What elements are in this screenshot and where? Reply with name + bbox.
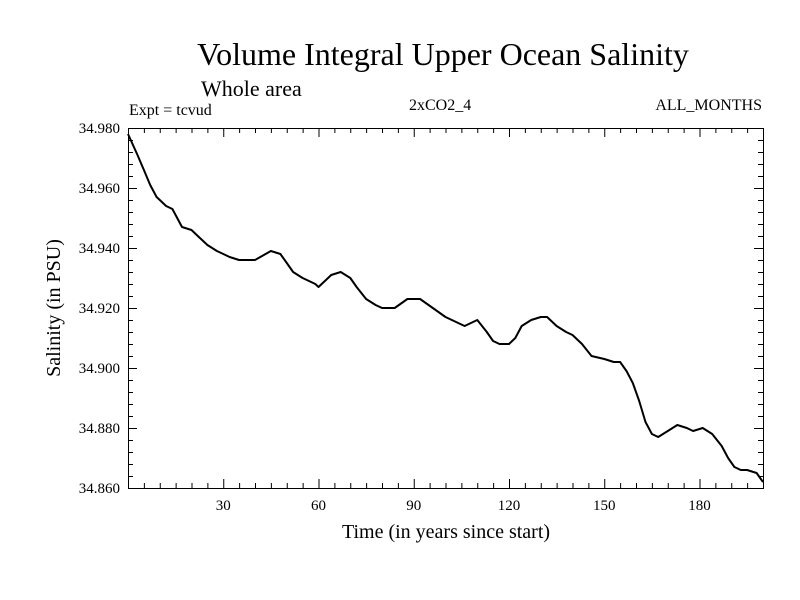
x-tick-label: 30 — [216, 498, 231, 514]
x-tick-label: 120 — [498, 498, 521, 514]
salinity-series-line — [127, 133, 764, 483]
experiment-label: Expt = tcvud — [129, 102, 212, 119]
y-tick-label: 34.860 — [79, 481, 120, 497]
y-axis-label: Salinity (in PSU) — [43, 239, 65, 377]
x-tick-label: 60 — [311, 498, 326, 514]
y-tick-label: 34.880 — [79, 421, 120, 437]
x-axis-label: Time (in years since start) — [342, 521, 550, 543]
x-tick-label: 180 — [688, 498, 711, 514]
y-tick-label: 34.980 — [79, 121, 120, 137]
x-tick-label: 90 — [406, 498, 421, 514]
run-label: 2xCO2_4 — [409, 97, 472, 114]
x-tick-label: 150 — [593, 498, 616, 514]
months-label: ALL_MONTHS — [655, 97, 762, 114]
chart-subtitle: Whole area — [201, 76, 302, 101]
y-tick-label: 34.940 — [79, 241, 120, 257]
chart-title: Volume Integral Upper Ocean Salinity — [197, 36, 689, 72]
y-tick-label: 34.960 — [79, 181, 120, 197]
plot-frame — [128, 128, 764, 489]
y-tick-label: 34.900 — [79, 361, 120, 377]
y-tick-label: 34.920 — [79, 301, 120, 317]
